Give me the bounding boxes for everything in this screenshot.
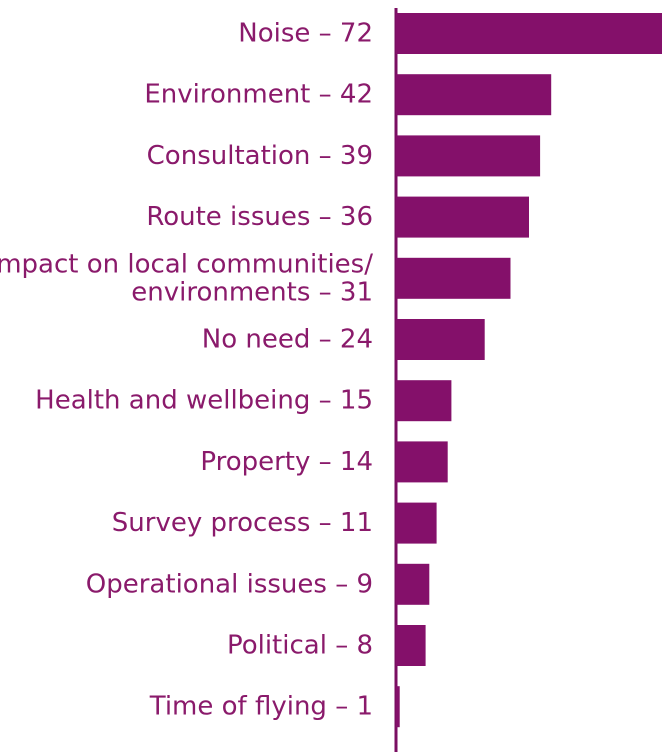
category-label-line: Environment – 42 bbox=[144, 80, 373, 110]
category-label-line: Health and wellbeing – 15 bbox=[35, 386, 373, 416]
bar-5 bbox=[396, 319, 485, 360]
category-label-4: Impact on local communities/environments… bbox=[0, 249, 373, 307]
category-label-7: Property – 14 bbox=[200, 447, 373, 477]
category-label-5: No need – 24 bbox=[202, 325, 373, 355]
bar-6 bbox=[396, 380, 451, 421]
category-label-line: Survey process – 11 bbox=[112, 508, 373, 538]
bars-group bbox=[396, 13, 662, 727]
category-label-0: Noise – 72 bbox=[238, 19, 373, 49]
category-label-1: Environment – 42 bbox=[144, 80, 373, 110]
category-label-line: Political – 8 bbox=[227, 631, 373, 661]
category-labels-group: Noise – 72 Environment – 42 Consultation –… bbox=[0, 19, 373, 722]
bar-1 bbox=[396, 74, 551, 115]
category-label-line: Operational issues – 9 bbox=[86, 569, 373, 599]
category-label-10: Political – 8 bbox=[227, 631, 373, 661]
category-label-line: Route issues – 36 bbox=[146, 202, 373, 232]
bar-2 bbox=[396, 135, 540, 176]
category-label-line: Impact on local communities/ bbox=[0, 249, 373, 279]
category-label-line: Noise – 72 bbox=[238, 19, 373, 49]
category-label-3: Route issues – 36 bbox=[146, 202, 373, 232]
category-label-2: Consultation – 39 bbox=[147, 141, 373, 171]
bar-8 bbox=[396, 503, 437, 544]
bar-4 bbox=[396, 258, 511, 299]
category-label-9: Operational issues – 9 bbox=[86, 569, 373, 599]
category-label-line: No need – 24 bbox=[202, 325, 373, 355]
category-label-line: Consultation – 39 bbox=[147, 141, 373, 171]
category-label-line: Time of flying – 1 bbox=[149, 692, 373, 722]
bar-7 bbox=[396, 441, 448, 482]
category-label-6: Health and wellbeing – 15 bbox=[35, 386, 373, 416]
category-label-line: environments – 31 bbox=[131, 277, 373, 307]
bar-10 bbox=[396, 625, 426, 666]
bar-9 bbox=[396, 564, 429, 605]
category-label-8: Survey process – 11 bbox=[112, 508, 373, 538]
category-label-11: Time of flying – 1 bbox=[149, 692, 373, 722]
category-label-line: Property – 14 bbox=[200, 447, 373, 477]
bar-3 bbox=[396, 197, 529, 238]
bar-0 bbox=[396, 13, 662, 54]
bar-11 bbox=[396, 686, 400, 727]
